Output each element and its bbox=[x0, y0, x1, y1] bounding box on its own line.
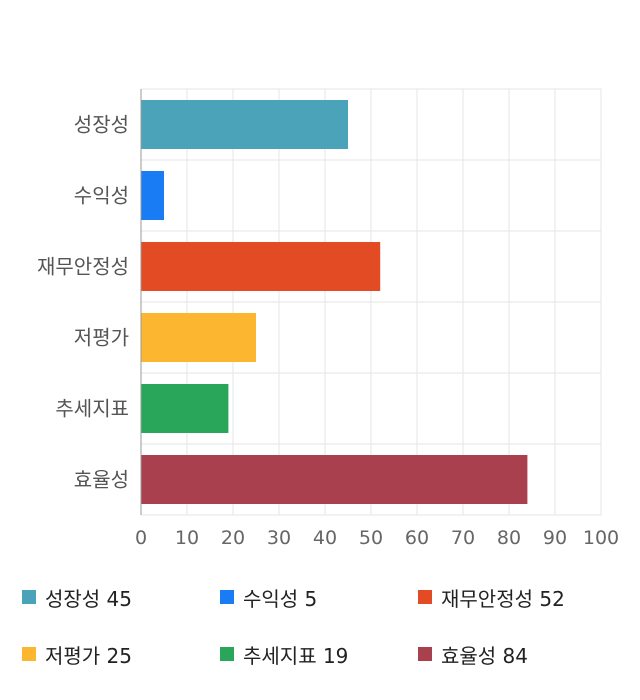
legend-label: 수익성 5 bbox=[243, 586, 318, 611]
legend-item-growth: 성장성 45 bbox=[22, 582, 220, 612]
legend-swatch bbox=[22, 590, 36, 604]
bars bbox=[141, 100, 528, 504]
legend-label: 저평가 25 bbox=[45, 643, 133, 668]
x-tick-label: 50 bbox=[359, 527, 383, 549]
legend-item-efficiency: 효율성 84 bbox=[418, 639, 618, 669]
bar bbox=[141, 242, 381, 291]
legend-item-profitability: 수익성 5 bbox=[220, 582, 418, 612]
x-tick-label: 80 bbox=[497, 527, 521, 549]
category-label: 성장성 bbox=[74, 113, 129, 137]
legend-label: 효율성 84 bbox=[441, 643, 529, 668]
legend-swatch bbox=[418, 590, 432, 604]
legend-swatch bbox=[418, 647, 432, 661]
x-tick-label: 90 bbox=[543, 527, 567, 549]
category-label: 재무안정성 bbox=[37, 255, 129, 279]
legend-label: 재무안정성 52 bbox=[441, 586, 565, 611]
legend-item-undervalue: 저평가 25 bbox=[22, 639, 220, 669]
x-tick-label: 30 bbox=[267, 527, 291, 549]
legend-label: 추세지표 19 bbox=[243, 643, 349, 668]
bar bbox=[141, 384, 229, 433]
x-tick-label: 100 bbox=[583, 527, 619, 549]
bar bbox=[141, 455, 528, 504]
bar bbox=[141, 171, 164, 220]
bar bbox=[141, 100, 348, 149]
x-tick-label: 70 bbox=[451, 527, 475, 549]
legend-swatch bbox=[220, 590, 234, 604]
legend-item-stability: 재무안정성 52 bbox=[418, 582, 618, 612]
x-tick-label: 40 bbox=[313, 527, 337, 549]
category-label: 효율성 bbox=[74, 468, 129, 492]
legend-swatch bbox=[220, 647, 234, 661]
x-tick-label: 20 bbox=[221, 527, 245, 549]
legend-label: 성장성 45 bbox=[45, 586, 133, 611]
category-label: 추세지표 bbox=[55, 397, 129, 421]
legend-swatch bbox=[22, 647, 36, 661]
x-tick-label: 60 bbox=[405, 527, 429, 549]
category-label: 수익성 bbox=[74, 184, 129, 208]
x-tick-label: 10 bbox=[175, 527, 199, 549]
x-tick-label: 0 bbox=[135, 527, 147, 549]
legend-item-trend: 추세지표 19 bbox=[220, 639, 418, 669]
legend: 성장성 45 수익성 5 재무안정성 52 저평가 25 추세지표 19 효율성… bbox=[22, 582, 632, 669]
category-label: 저평가 bbox=[74, 326, 129, 350]
gridlines bbox=[140, 88, 602, 516]
tick-labels: 0 10 20 30 40 50 60 70 80 90 100 bbox=[135, 527, 619, 549]
bar bbox=[141, 313, 256, 362]
